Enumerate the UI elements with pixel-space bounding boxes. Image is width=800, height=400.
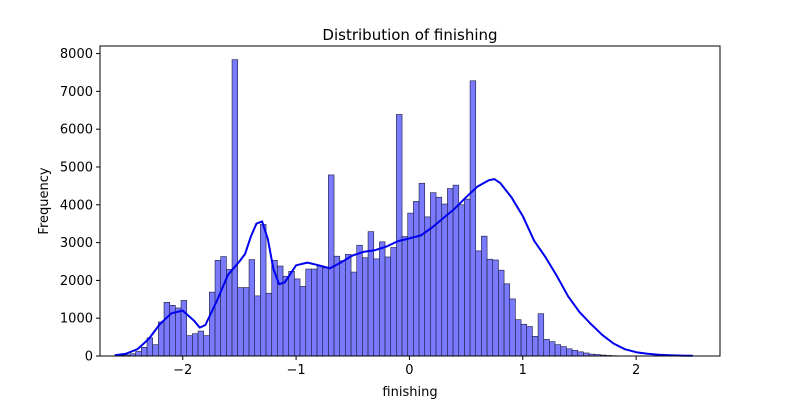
histogram-bar [418, 182, 426, 357]
histogram-bar [566, 348, 573, 357]
histogram-bar [458, 204, 465, 357]
histogram-bar [180, 300, 188, 357]
y-tick-label: 3000 [60, 236, 93, 251]
histogram-bar [577, 351, 584, 357]
histogram-bar [509, 298, 516, 357]
histogram-bar [254, 295, 261, 357]
histogram-bar [163, 302, 171, 357]
histogram-bar [498, 269, 505, 357]
histogram-bar [214, 260, 222, 357]
histogram-bar [248, 259, 256, 357]
histogram-bar [294, 278, 301, 357]
histogram-bar [265, 292, 273, 357]
histogram-bar [282, 275, 290, 357]
histogram-bar [413, 201, 420, 357]
y-tick-label: 8000 [60, 47, 93, 62]
histogram-bar [475, 250, 482, 357]
histogram-bar [260, 224, 267, 357]
histogram-bar [328, 174, 335, 357]
histogram-bar [356, 244, 363, 357]
histogram-bar [441, 203, 448, 357]
histogram-bar [243, 287, 250, 357]
histogram-bar [492, 259, 499, 357]
histogram-bar [390, 247, 397, 357]
histogram-bar [141, 347, 148, 357]
histogram-bar [192, 333, 199, 357]
histogram-bar [464, 198, 471, 357]
histogram-bar [339, 260, 346, 357]
histogram-bars [118, 59, 618, 357]
histogram-bar [543, 339, 550, 357]
histogram-bar [486, 258, 494, 357]
histogram-bar [379, 241, 386, 357]
x-tick-label: 1 [519, 363, 527, 378]
histogram-bar [532, 336, 539, 357]
histogram-bar [560, 346, 567, 357]
histogram-bar [350, 271, 358, 357]
histogram-bar [554, 344, 562, 357]
y-tick-label: 1000 [60, 312, 93, 327]
histogram-bar [175, 307, 182, 357]
chart-title: Distribution of finishing [322, 26, 497, 44]
histogram-bar [549, 341, 556, 357]
histogram-bar [537, 313, 545, 357]
histogram-bar [135, 351, 142, 357]
histogram-bar [481, 235, 488, 357]
y-tick-label: 7000 [60, 85, 93, 100]
histogram-bar [226, 269, 233, 357]
y-tick-label: 4000 [60, 198, 93, 213]
histogram-bar [515, 319, 522, 357]
histogram-bar [396, 114, 403, 357]
histogram-bar [203, 335, 210, 357]
y-axis-ticks: 0 1000 2000 3000 4000 5000 6000 7000 8000 [60, 47, 100, 365]
histogram-bar [305, 268, 312, 357]
histogram-bar [430, 192, 437, 357]
x-tick-label: −1 [287, 363, 306, 378]
histogram-bar [401, 236, 409, 357]
histogram-bar [231, 59, 239, 357]
histogram-bar [503, 283, 511, 357]
histogram-bar [158, 321, 165, 357]
y-tick-label: 5000 [60, 160, 93, 175]
histogram-bar [520, 323, 528, 357]
histogram-bar [424, 216, 431, 357]
histogram-bar [322, 267, 329, 357]
histogram-bar [299, 286, 307, 357]
histogram-bar [571, 350, 579, 357]
histogram-bar [469, 80, 477, 357]
histogram-bar [407, 212, 414, 357]
histogram-bar [197, 330, 205, 357]
histogram-bar [220, 256, 227, 357]
histogram-bar [373, 258, 380, 357]
x-tick-label: 0 [405, 363, 413, 378]
histogram-bar [311, 268, 318, 357]
histogram-bar [526, 326, 533, 357]
plot-frame [99, 45, 721, 357]
histogram-bar [209, 291, 216, 357]
kde-line [114, 178, 693, 357]
x-axis-label: finishing [382, 385, 437, 400]
histogram-bar [186, 335, 193, 357]
histogram-bar [345, 254, 352, 357]
x-axis-ticks: −2 −1 0 1 2 [173, 356, 640, 378]
y-tick-label: 2000 [60, 274, 93, 289]
histogram-bar [384, 256, 392, 357]
histogram-bar [237, 287, 244, 357]
y-axis-label: Frequency [37, 167, 52, 234]
x-tick-label: −2 [173, 363, 192, 378]
y-tick-label: 0 [85, 350, 93, 365]
histogram-bar [288, 271, 295, 357]
histogram-bar [333, 255, 341, 357]
x-tick-label: 2 [632, 363, 640, 378]
histogram-bar [452, 184, 460, 357]
histogram-bar [152, 344, 159, 357]
histogram-bar [362, 257, 369, 357]
histogram-bar [316, 265, 324, 357]
y-tick-label: 6000 [60, 123, 93, 138]
